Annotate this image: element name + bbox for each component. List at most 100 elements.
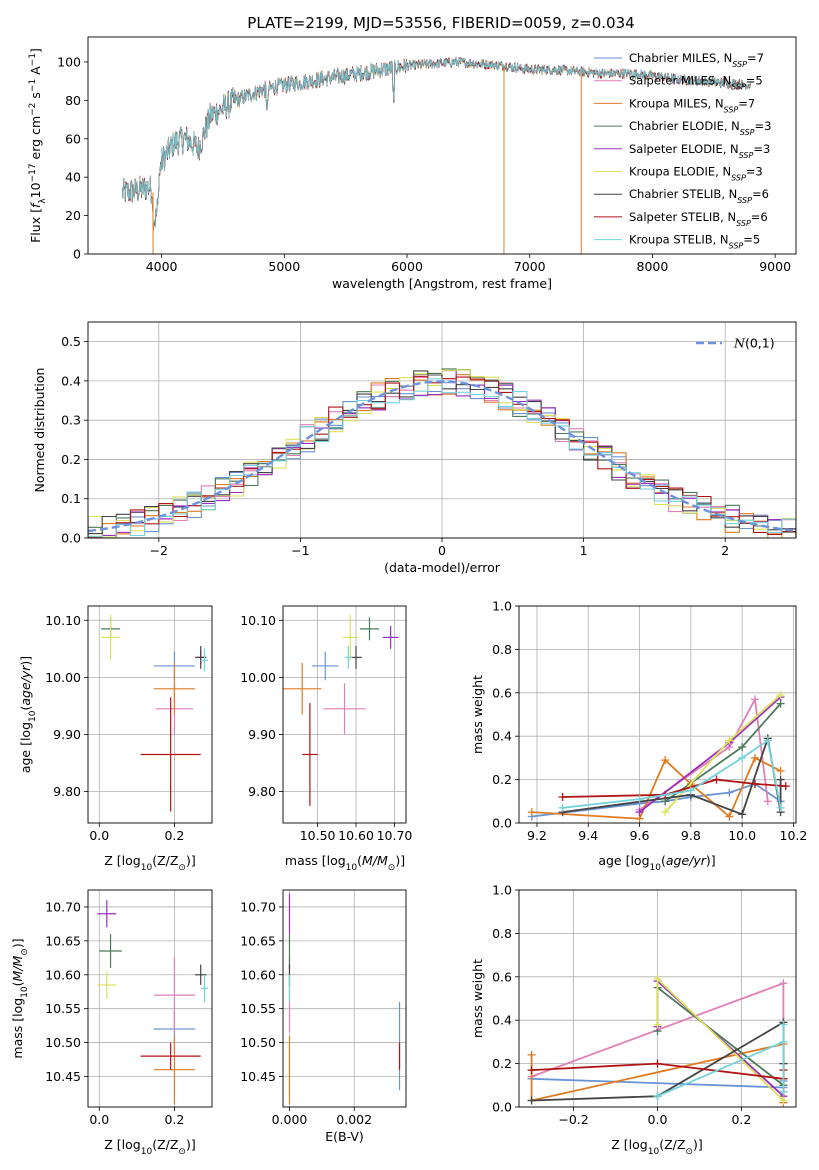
histogram-step xyxy=(88,378,796,538)
errorbar-point xyxy=(140,1042,201,1070)
label-text: )] xyxy=(706,853,716,868)
y-tick-label: 10.70 xyxy=(240,899,276,914)
x-tick-label: 9.4 xyxy=(578,828,598,843)
axes-residuals: −2 −1 0 1 2 0.0 0.1 0.2 0.3 0.4 0.5 (data-model)/er… xyxy=(32,322,796,575)
errorbar-point xyxy=(359,617,380,641)
y-tick-label: 0.8 xyxy=(492,642,512,657)
label-sub: ⊙ xyxy=(178,863,186,873)
axes-mass_vs_ebv: 0.000 0.002 10.45 10.50 10.55 10.60 10.65 10.70… xyxy=(240,890,406,1144)
x-tick-label: 10.50 xyxy=(300,828,336,843)
legend-text: =5 xyxy=(743,233,760,247)
label-part: )] xyxy=(18,656,33,666)
label-sub: ⊙ xyxy=(388,863,396,873)
label-part: M/M xyxy=(10,955,25,981)
label-text: ( xyxy=(661,853,666,868)
y-tick-label: 10.00 xyxy=(240,670,276,685)
errorbar-point xyxy=(382,625,399,649)
y-tick-label: 10.45 xyxy=(45,1069,81,1084)
y-tick-label: 10.60 xyxy=(45,967,81,982)
y-tick-label: 20 xyxy=(65,208,81,223)
x-tick-label: 5000 xyxy=(268,259,300,274)
legend-text: =3 xyxy=(753,142,770,156)
label-sub: ⊙ xyxy=(685,1147,693,1157)
label-part: ] xyxy=(28,48,43,53)
x-tick-label: 9000 xyxy=(759,259,791,274)
axes-spectrum: 4000 5000 6000 7000 8000 9000 0 20 40 60 80 100 wave… xyxy=(28,48,791,291)
y-tick-label: 10.65 xyxy=(45,933,81,948)
axes-frame xyxy=(87,321,797,539)
errorbar-point xyxy=(97,971,117,999)
legend-entry: Kroupa MILES, NSSP=7 xyxy=(629,96,755,114)
legend-entry: Salpeter STELIB, NSSP=6 xyxy=(629,210,768,228)
residuals-legend: N(0,1) xyxy=(696,336,775,351)
legend-entry: Chabrier ELODIE, NSSP=3 xyxy=(629,119,771,137)
x-tick-label: 9.8 xyxy=(681,828,701,843)
errorbar-point xyxy=(344,645,353,669)
axes-age_vs_mass: 10.50 10.60 10.70 9.80 9.90 10.00 10.10 mass [l… xyxy=(240,606,412,873)
y-tick-label: 10.50 xyxy=(240,1035,276,1050)
legend-text: =6 xyxy=(752,187,769,201)
legend-entry: Salpeter MILES, NSSP=5 xyxy=(629,74,763,92)
y-tick-label: 0.6 xyxy=(492,969,512,984)
plot-area-mass_vs_ebv xyxy=(288,893,401,1104)
x-tick-label: 10.60 xyxy=(338,828,374,843)
label-it: M/M xyxy=(362,853,388,868)
legend-text: (0,1) xyxy=(745,336,775,351)
legend-text: Kroupa ELODIE, N xyxy=(629,165,731,179)
label-part: −1 xyxy=(28,53,38,66)
label-part: −17 xyxy=(28,163,38,182)
axes-mass_weight_vs_Z: −0.2 0.0 0.2 0.0 0.2 0.4 0.6 0.8 1.0 mass weight Z… xyxy=(470,883,796,1157)
y-tick-label: 60 xyxy=(65,131,81,146)
x-tick-label: 0.002 xyxy=(336,1112,372,1127)
plot-area-spectrum xyxy=(122,56,751,254)
legend-text: =7 xyxy=(747,51,764,65)
legend-entry: Kroupa ELODIE, NSSP=3 xyxy=(629,165,763,183)
y-tick-label: 10.50 xyxy=(45,1035,81,1050)
legend-entry: Chabrier MILES, NSSP=7 xyxy=(629,51,764,69)
x-tick-label: 1 xyxy=(580,543,588,558)
label-text: (Z/Z xyxy=(659,1137,685,1152)
x-axis-label: E(B-V) xyxy=(325,1129,364,1144)
y-tick-label: 40 xyxy=(65,170,81,185)
y-tick-label: 10.10 xyxy=(45,613,81,628)
y-tick-label: 10.70 xyxy=(45,899,81,914)
label-part: f xyxy=(28,202,43,208)
y-tick-label: 0.0 xyxy=(492,816,512,831)
label-part: age [log xyxy=(18,722,33,773)
y-tick-label: 0.0 xyxy=(492,1100,512,1115)
x-tick-label: 0.0 xyxy=(89,1112,109,1127)
x-tick-label: 0.000 xyxy=(272,1112,308,1127)
weight-series xyxy=(653,983,788,1090)
legend-text: =3 xyxy=(746,165,763,179)
weight-series xyxy=(558,775,790,801)
label-part: erg cm xyxy=(28,116,43,164)
legend-text: Chabrier ELODIE, N xyxy=(629,119,740,133)
y-tick-label: 10.65 xyxy=(240,933,276,948)
weight-series xyxy=(653,1020,788,1101)
axes-frame xyxy=(87,36,797,255)
y-axis-label: mass [log10(M/M⊙)] xyxy=(10,938,30,1058)
label-part: A xyxy=(28,66,43,79)
errorbar-point xyxy=(101,614,120,661)
legend-sub: SSP xyxy=(739,150,754,159)
label-part: Flux [ xyxy=(28,208,43,243)
x-tick-label: −1 xyxy=(291,543,309,558)
y-axis-label: Normed distribution xyxy=(32,368,47,493)
weight-series xyxy=(558,736,785,812)
histogram-step xyxy=(88,369,796,538)
plot-area-age_vs_mass xyxy=(283,614,399,806)
axes-frame xyxy=(282,889,407,1108)
label-text: )] xyxy=(395,853,405,868)
y-tick-label: 0 xyxy=(73,247,81,262)
y-tick-label: 10.10 xyxy=(240,613,276,628)
spectrum-y-label: Flux [fλ10−17 erg cm−2 s−1 A−1] xyxy=(28,48,48,243)
label-part: −1 xyxy=(28,79,38,92)
y-tick-label: 0.6 xyxy=(492,685,512,700)
plot-area-age_vs_Z xyxy=(101,614,209,812)
x-axis-label: wavelength [Angstrom, rest frame] xyxy=(332,276,552,291)
legend-text: Kroupa STELIB, N xyxy=(629,233,729,247)
legend-text: Salpeter MILES, N xyxy=(629,74,731,88)
errorbar-point xyxy=(311,651,339,681)
y-tick-label: 1.0 xyxy=(492,883,512,898)
weight-line xyxy=(562,738,782,816)
